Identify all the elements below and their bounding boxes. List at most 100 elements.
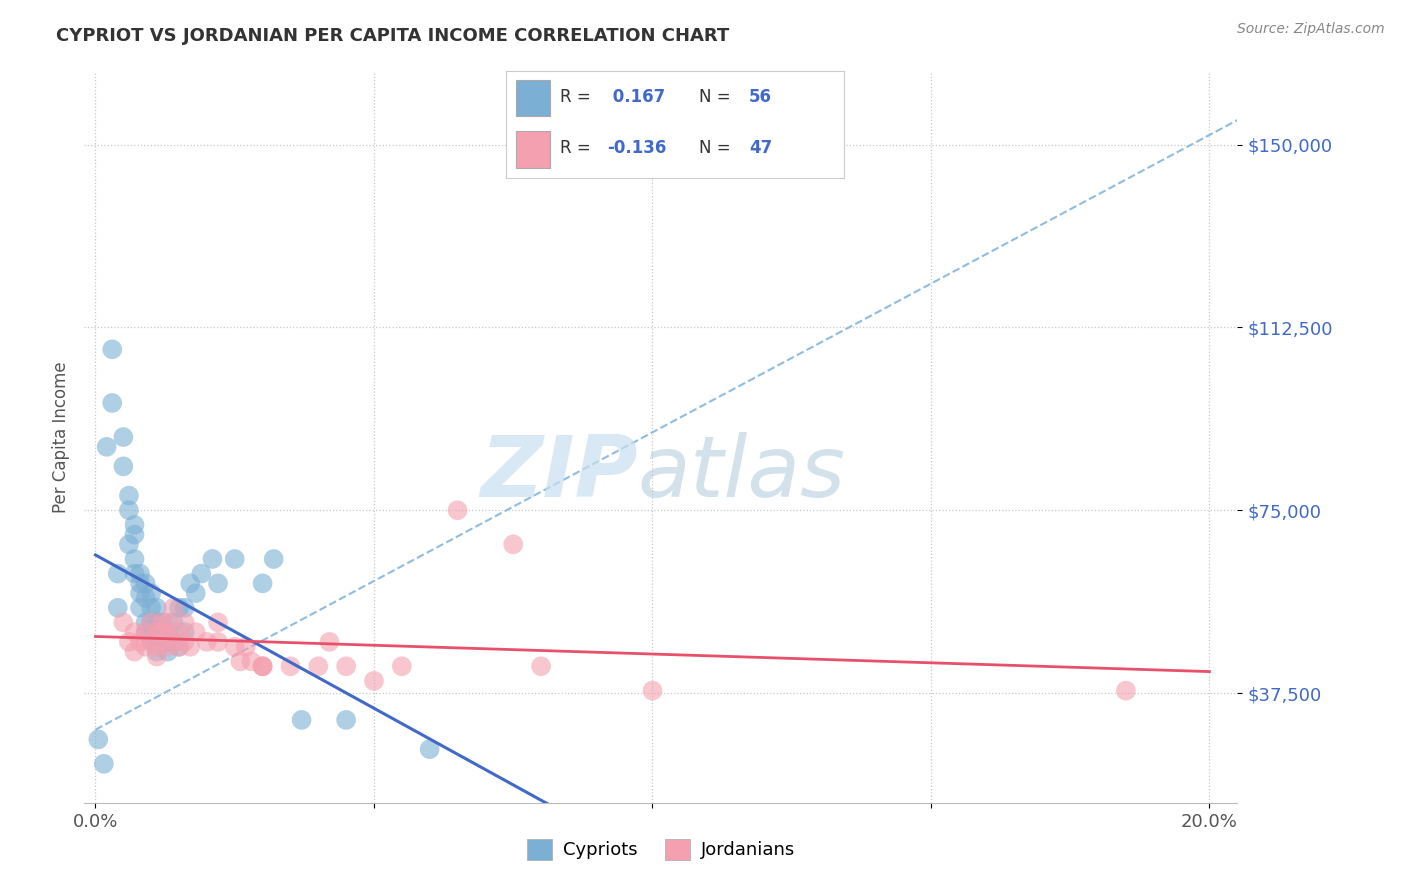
Point bbox=[229, 654, 252, 668]
Point bbox=[156, 615, 179, 630]
Point bbox=[150, 635, 173, 649]
Point bbox=[318, 635, 340, 649]
Point bbox=[135, 615, 157, 630]
Point bbox=[162, 600, 184, 615]
Point bbox=[141, 586, 163, 600]
Point bbox=[156, 625, 179, 640]
Point bbox=[207, 635, 229, 649]
Point bbox=[502, 537, 524, 551]
Point bbox=[150, 625, 173, 640]
Point bbox=[112, 615, 135, 630]
Point bbox=[195, 635, 218, 649]
Text: R =: R = bbox=[560, 88, 596, 106]
Point bbox=[129, 576, 152, 591]
Point bbox=[101, 343, 124, 357]
Point bbox=[118, 537, 141, 551]
Point bbox=[129, 600, 152, 615]
Point bbox=[135, 640, 157, 654]
FancyBboxPatch shape bbox=[516, 131, 550, 168]
Text: atlas: atlas bbox=[638, 432, 846, 516]
Point bbox=[162, 635, 184, 649]
Text: ZIP: ZIP bbox=[479, 432, 638, 516]
Point bbox=[141, 635, 163, 649]
Point bbox=[363, 673, 385, 688]
Point bbox=[252, 576, 274, 591]
Point bbox=[179, 576, 201, 591]
Point bbox=[145, 600, 167, 615]
Text: R =: R = bbox=[560, 139, 596, 157]
Point bbox=[224, 640, 246, 654]
Point bbox=[156, 645, 179, 659]
Point bbox=[145, 625, 167, 640]
Text: N =: N = bbox=[699, 88, 735, 106]
Point bbox=[641, 683, 664, 698]
Point bbox=[96, 440, 118, 454]
Point bbox=[167, 640, 190, 654]
Point bbox=[167, 625, 190, 640]
Point bbox=[118, 635, 141, 649]
Point bbox=[145, 640, 167, 654]
Point bbox=[162, 635, 184, 649]
Text: N =: N = bbox=[699, 139, 735, 157]
Text: 56: 56 bbox=[749, 88, 772, 106]
Point bbox=[207, 576, 229, 591]
Point bbox=[124, 566, 146, 581]
Point bbox=[184, 586, 207, 600]
Point bbox=[201, 552, 224, 566]
Legend: Cypriots, Jordanians: Cypriots, Jordanians bbox=[519, 831, 803, 867]
Point bbox=[173, 600, 195, 615]
Point bbox=[93, 756, 115, 771]
Point bbox=[145, 615, 167, 630]
Point bbox=[150, 615, 173, 630]
Point bbox=[184, 625, 207, 640]
Point bbox=[141, 615, 163, 630]
Text: 0.167: 0.167 bbox=[607, 88, 665, 106]
Point bbox=[145, 645, 167, 659]
Point bbox=[150, 635, 173, 649]
Point bbox=[156, 640, 179, 654]
Point bbox=[263, 552, 285, 566]
Y-axis label: Per Capita Income: Per Capita Income bbox=[52, 361, 70, 513]
Point bbox=[391, 659, 413, 673]
Point bbox=[101, 396, 124, 410]
Point bbox=[124, 625, 146, 640]
Point bbox=[135, 625, 157, 640]
Text: CYPRIOT VS JORDANIAN PER CAPITA INCOME CORRELATION CHART: CYPRIOT VS JORDANIAN PER CAPITA INCOME C… bbox=[56, 27, 730, 45]
Point bbox=[156, 635, 179, 649]
Text: Source: ZipAtlas.com: Source: ZipAtlas.com bbox=[1237, 22, 1385, 37]
Point bbox=[129, 566, 152, 581]
Text: -0.136: -0.136 bbox=[607, 139, 666, 157]
Point bbox=[107, 566, 129, 581]
Point bbox=[240, 654, 263, 668]
Point bbox=[129, 586, 152, 600]
Point bbox=[124, 552, 146, 566]
Point bbox=[141, 625, 163, 640]
Point bbox=[167, 600, 190, 615]
Point bbox=[290, 713, 312, 727]
Text: 47: 47 bbox=[749, 139, 772, 157]
Point bbox=[173, 625, 195, 640]
Point bbox=[335, 713, 357, 727]
Point bbox=[112, 430, 135, 444]
Point bbox=[335, 659, 357, 673]
Point bbox=[252, 659, 274, 673]
Point bbox=[150, 625, 173, 640]
Point bbox=[150, 615, 173, 630]
Point bbox=[87, 732, 110, 747]
Point bbox=[156, 625, 179, 640]
Point bbox=[118, 503, 141, 517]
Point bbox=[145, 649, 167, 664]
Point bbox=[162, 615, 184, 630]
Point bbox=[112, 459, 135, 474]
Point bbox=[252, 659, 274, 673]
Point bbox=[107, 600, 129, 615]
Point bbox=[530, 659, 553, 673]
Point bbox=[141, 600, 163, 615]
Point bbox=[190, 566, 212, 581]
Point bbox=[118, 489, 141, 503]
Point bbox=[145, 635, 167, 649]
Point bbox=[141, 615, 163, 630]
Point bbox=[280, 659, 302, 673]
Point bbox=[235, 640, 257, 654]
Point bbox=[135, 576, 157, 591]
